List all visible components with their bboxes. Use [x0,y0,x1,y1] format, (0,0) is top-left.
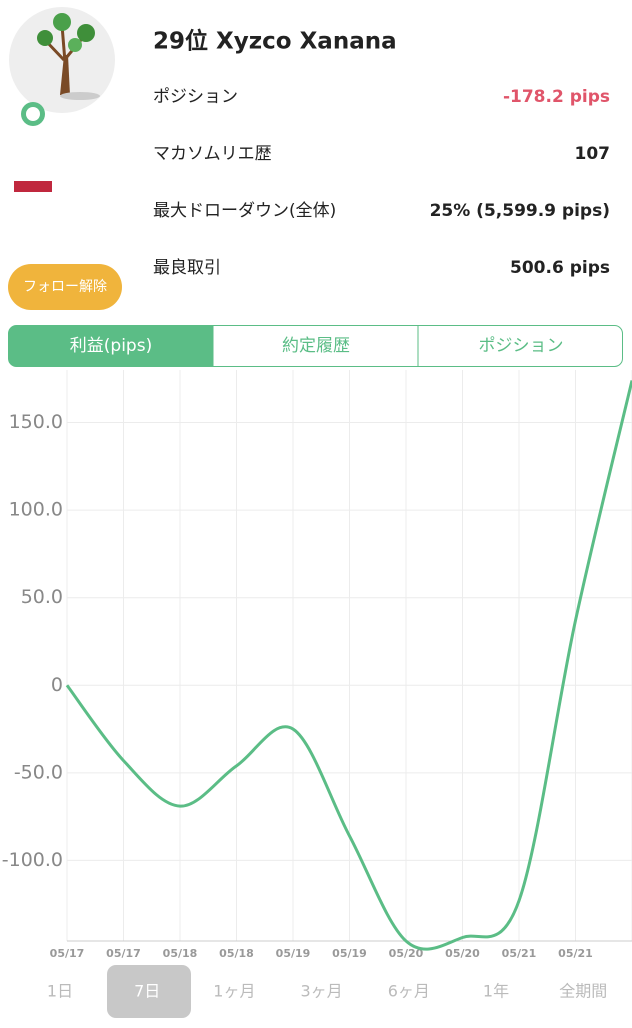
x-tick-label: 05/18 [163,947,198,960]
x-tick-label: 05/19 [332,947,367,960]
stat-label: 最良取引 [153,258,221,278]
stat-value: 25% (5,599.9 pips) [430,201,610,221]
tab-active[interactable] [8,325,214,367]
x-tick-label: 05/20 [389,947,424,960]
period-label[interactable]: 6ヶ月 [388,982,430,1001]
period-label[interactable]: 7日 [134,982,160,1001]
period-label[interactable]: 1年 [483,982,509,1001]
x-tick-label: 05/18 [219,947,254,960]
stat-value: 107 [575,144,611,164]
trader-title: 29位 Xyzco Xanana [153,28,397,55]
stat-value: -178.2 pips [503,87,610,107]
y-tick-label: -50.0 [14,761,63,783]
tab-label[interactable]: ポジション [479,336,564,356]
y-tick-label: 100.0 [9,499,63,521]
x-tick-label: 05/20 [445,947,480,960]
period-selected[interactable] [107,965,191,1018]
x-tick-label: 05/21 [502,947,537,960]
y-tick-label: 150.0 [9,411,63,433]
x-tick-label: 05/21 [558,947,593,960]
period-label[interactable]: 1日 [47,982,73,1001]
profit-line [65,380,632,951]
unfollow-button[interactable] [8,264,122,310]
x-tick-label: 05/17 [50,947,85,960]
y-tick-label: -100.0 [2,849,63,871]
unfollow-label[interactable]: フォロー解除 [23,279,107,295]
tab-label[interactable]: 利益(pips) [70,336,152,356]
x-tick-label: 05/19 [276,947,311,960]
tab-label[interactable]: 約定履歴 [282,336,350,356]
y-tick-label: 0 [51,674,63,696]
stat-value: 500.6 pips [510,258,610,278]
stat-label: マカソムリエ歴 [153,144,272,164]
y-tick-label: 50.0 [21,586,63,608]
stat-label: 最大ドローダウン(全体) [153,201,336,221]
period-label[interactable]: 全期間 [559,982,607,1001]
stat-label: ポジション [153,87,238,107]
badge-face [26,107,40,121]
period-label[interactable]: 1ヶ月 [213,982,255,1001]
x-tick-label: 05/17 [106,947,141,960]
flag [14,181,52,192]
period-label[interactable]: 3ヶ月 [301,982,343,1001]
tree-icon [37,13,100,100]
